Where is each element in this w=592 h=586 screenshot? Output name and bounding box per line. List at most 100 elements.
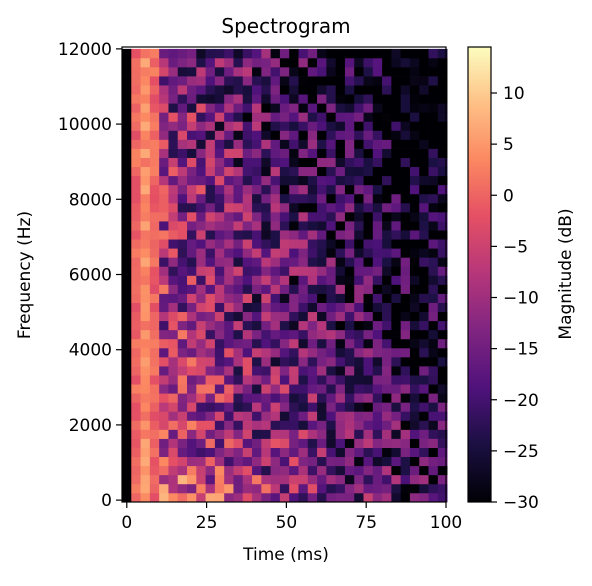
- heatmap-cell: [326, 103, 336, 113]
- heatmap-cell: [233, 492, 244, 503]
- heatmap-cell: [335, 447, 346, 458]
- heatmap-cell: [419, 438, 429, 448]
- heatmap-cell: [391, 76, 402, 86]
- heatmap-cell: [224, 483, 234, 494]
- heatmap-cell: [131, 420, 141, 430]
- heatmap-cell: [140, 175, 151, 186]
- heatmap-cell: [270, 175, 281, 186]
- heatmap-cell: [122, 357, 132, 367]
- heatmap-cell: [363, 139, 374, 149]
- heatmap-cell: [140, 347, 151, 358]
- heatmap-cell: [131, 112, 141, 122]
- heatmap-cell: [122, 347, 132, 358]
- heatmap-cell: [307, 148, 318, 158]
- heatmap-cell: [261, 48, 271, 59]
- heatmap-cell: [419, 221, 429, 231]
- heatmap-cell: [372, 257, 383, 267]
- heatmap-cell: [317, 275, 327, 285]
- heatmap-cell: [205, 57, 216, 68]
- heatmap-cell: [400, 112, 411, 122]
- heatmap-cell: [122, 366, 132, 376]
- heatmap-cell: [279, 67, 290, 77]
- heatmap-cell: [187, 67, 197, 77]
- heatmap-cell: [437, 411, 448, 421]
- heatmap-cell: [261, 202, 271, 213]
- heatmap-cell: [233, 76, 244, 86]
- heatmap-cell: [177, 311, 188, 322]
- heatmap-cell: [233, 139, 244, 149]
- heatmap-cell: [252, 302, 262, 313]
- heatmap-cell: [289, 230, 299, 240]
- heatmap-cell: [214, 347, 225, 358]
- heatmap-cell: [382, 366, 392, 376]
- heatmap-cell: [344, 483, 355, 494]
- heatmap-cell: [307, 230, 318, 240]
- heatmap-cell: [437, 384, 448, 394]
- heatmap-cell: [252, 248, 262, 258]
- heatmap-cell: [205, 121, 216, 131]
- heatmap-cell: [391, 94, 402, 104]
- heatmap-cell: [409, 456, 420, 467]
- heatmap-cell: [437, 429, 448, 439]
- heatmap-cell: [298, 320, 309, 331]
- heatmap-cell: [140, 438, 151, 448]
- heatmap-cell: [307, 492, 318, 503]
- heatmap-cell: [242, 130, 253, 140]
- heatmap-cell: [419, 284, 429, 294]
- heatmap-cell: [400, 230, 411, 240]
- heatmap-cell: [317, 293, 327, 303]
- heatmap-cell: [177, 429, 188, 439]
- heatmap-cell: [344, 184, 355, 195]
- heatmap-cell: [382, 329, 392, 340]
- heatmap-cell: [252, 221, 262, 231]
- heatmap-cell: [326, 375, 336, 385]
- heatmap-cell: [224, 48, 234, 59]
- heatmap-cell: [382, 85, 392, 95]
- heatmap-cell: [344, 438, 355, 448]
- heatmap-cell: [307, 221, 318, 231]
- heatmap-cell: [289, 284, 299, 294]
- heatmap-cell: [372, 329, 383, 340]
- heatmap-cell: [326, 456, 336, 467]
- heatmap-cell: [344, 420, 355, 430]
- heatmap-cell: [298, 166, 309, 177]
- heatmap-cell: [326, 85, 336, 95]
- heatmap-cell: [372, 284, 383, 294]
- heatmap-cell: [149, 76, 160, 86]
- heatmap-cell: [261, 438, 271, 448]
- heatmap-cell: [131, 67, 141, 77]
- heatmap-cell: [252, 121, 262, 131]
- heatmap-cell: [233, 157, 244, 168]
- x-tick-label: 25: [196, 513, 218, 533]
- heatmap-cell: [233, 275, 244, 285]
- heatmap-cell: [252, 447, 262, 458]
- heatmap-cell: [363, 230, 374, 240]
- heatmap-cell: [187, 302, 197, 313]
- heatmap-cell: [326, 221, 336, 231]
- heatmap-cell: [270, 311, 281, 322]
- heatmap-cell: [289, 320, 299, 331]
- heatmap-cell: [289, 94, 299, 104]
- heatmap-cell: [344, 230, 355, 240]
- heatmap-cell: [363, 402, 374, 412]
- heatmap-cell: [205, 193, 216, 204]
- heatmap-cell: [335, 148, 346, 158]
- heatmap-cell: [168, 366, 179, 376]
- heatmap-cell: [224, 465, 234, 476]
- heatmap-cell: [270, 402, 281, 412]
- heatmap-cell: [335, 275, 346, 285]
- heatmap-cell: [149, 239, 160, 249]
- heatmap-cell: [242, 221, 253, 231]
- heatmap-cell: [233, 438, 244, 448]
- heatmap-cell: [354, 157, 364, 168]
- heatmap-cell: [159, 184, 169, 195]
- heatmap-cell: [317, 302, 327, 313]
- heatmap-cell: [326, 202, 336, 213]
- heatmap-cell: [205, 85, 216, 95]
- heatmap-cell: [131, 193, 141, 204]
- heatmap-cell: [233, 175, 244, 186]
- heatmap-cell: [400, 366, 411, 376]
- heatmap-cell: [317, 94, 327, 104]
- heatmap-cell: [214, 302, 225, 313]
- heatmap-cell: [289, 193, 299, 204]
